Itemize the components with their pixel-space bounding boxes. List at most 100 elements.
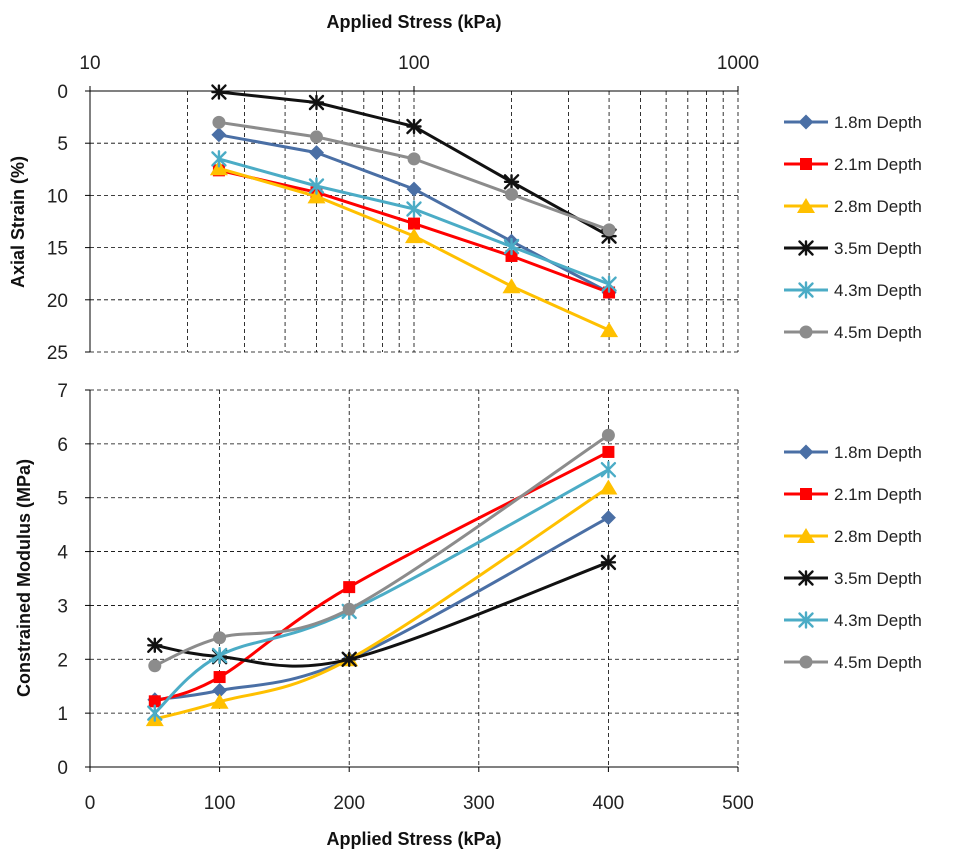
legend-swatch-marker	[797, 528, 815, 543]
chart-2-data-point	[211, 646, 228, 665]
chart-2-data-point	[147, 637, 163, 653]
chart-1-data-point	[406, 200, 422, 218]
chart-2-data-point	[602, 445, 615, 458]
chart-2-data-point	[210, 693, 229, 709]
chart-1-series-3	[209, 160, 619, 338]
legend-swatch-marker	[797, 198, 815, 213]
legend-label: 1.8m Depth	[834, 443, 922, 462]
legend-swatch-marker	[798, 570, 814, 586]
chart-1-data-point	[211, 150, 227, 168]
chart-2-data-point	[600, 461, 617, 479]
axial-strain-chart: 10 100 1000 0 5 10 15 20 25	[47, 53, 759, 364]
legend-swatch-marker	[798, 281, 814, 299]
legend-label: 2.8m Depth	[834, 527, 922, 546]
chart-1-data-point	[405, 228, 423, 244]
legend-label: 4.5m Depth	[834, 653, 922, 672]
chart-2-y-tick-label: 7	[57, 381, 68, 402]
chart-2-data-point	[213, 671, 226, 684]
chart-1-data-point	[212, 115, 226, 129]
legend-label: 3.5m Depth	[834, 239, 922, 258]
chart-1-y-tick-label: 15	[47, 239, 68, 260]
chart-1-data-point	[602, 223, 616, 237]
chart-2-data-point	[599, 479, 618, 495]
chart-1-data-point	[309, 130, 323, 144]
legend-swatch-marker	[799, 325, 813, 339]
chart-1-y-tick-label: 25	[47, 343, 68, 364]
chart-2-series-line	[154, 450, 610, 703]
chart-1-data-point	[308, 94, 325, 111]
chart-2-axes: 0 100 200 300 400 500 0 1 2 3 4 5 6 7	[57, 381, 753, 814]
top-x-axis-title: Applied Stress (kPa)	[326, 12, 501, 32]
legend-label: 1.8m Depth	[834, 113, 922, 132]
chart-2-y-tick-label: 3	[57, 596, 68, 617]
chart-2-data-point	[600, 554, 617, 571]
legend-1-item: 4.5m Depth	[784, 323, 922, 342]
chart-1-data-point	[503, 174, 520, 190]
chart-2-series-6	[148, 428, 615, 673]
chart-2-data-point	[341, 651, 357, 667]
chart-1-data-point	[503, 237, 520, 256]
legend-swatch-marker	[798, 611, 814, 629]
chart-2-y-tick-label: 1	[57, 704, 68, 725]
chart-1-series-6	[212, 115, 616, 237]
chart-2-series-line	[154, 433, 610, 668]
legend-2-item: 2.1m Depth	[784, 485, 922, 504]
legend-2-item: 4.3m Depth	[784, 611, 922, 630]
chart-2-data-point	[148, 659, 162, 673]
chart-1-data-point	[505, 187, 519, 201]
chart-1-data-point	[211, 127, 227, 143]
legend-label: 4.5m Depth	[834, 323, 922, 342]
chart-2-y-tick-label: 5	[57, 489, 68, 510]
legend-2-item: 1.8m Depth	[784, 443, 922, 462]
top-y-axis-title: Axial Strain (%)	[8, 156, 28, 288]
legend-label: 4.3m Depth	[834, 611, 922, 630]
chart-1-data-point	[308, 177, 325, 195]
chart-1-series-5	[211, 150, 617, 293]
chart-1-data-point	[601, 275, 617, 293]
legend-swatch-marker	[800, 488, 812, 500]
chart-1-data-point	[505, 249, 518, 262]
chart-1-data-point	[600, 322, 619, 338]
constrained-modulus-chart: 0 100 200 300 400 500 0 1 2 3 4 5 6 7	[57, 381, 753, 814]
chart-2-y-tick-label: 0	[57, 758, 68, 779]
chart-1-data-point	[211, 84, 227, 100]
chart-2-data-point	[342, 602, 356, 616]
constrained-modulus-legend: 1.8m Depth 2.1m Depth 2.8m Depth 3.5m Depth…	[784, 443, 922, 672]
chart-1-axes: 10 100 1000 0 5 10 15 20 25	[47, 53, 759, 364]
chart-2-y-tick-label: 6	[57, 435, 68, 456]
chart-2-data-point	[601, 428, 615, 442]
legend-1-item: 2.8m Depth	[784, 197, 922, 216]
legend-label: 2.8m Depth	[834, 197, 922, 216]
chart-1-data-point	[309, 145, 324, 161]
legend-1-item: 1.8m Depth	[784, 113, 922, 132]
chart-2-series-2	[148, 445, 615, 708]
axial-strain-legend: 1.8m Depth 2.1m Depth 2.8m Depth 3.5m Depth…	[784, 113, 922, 342]
chart-1-x-tick-label: 100	[398, 53, 430, 74]
chart-1-data-point	[408, 217, 420, 230]
legend-swatch-marker	[800, 158, 812, 170]
legend-swatch-marker	[798, 114, 814, 130]
chart-1-data-point	[407, 152, 421, 166]
chart-1-data-point	[209, 160, 228, 176]
chart-2-y-tick-label: 4	[57, 543, 68, 564]
bottom-y-axis-title: Constrained Modulus (MPa)	[14, 459, 34, 697]
chart-1-data-point	[406, 181, 422, 197]
chart-1-y-tick-label: 0	[57, 82, 68, 103]
chart-2-series-line	[154, 560, 609, 668]
legend-2-item: 4.5m Depth	[784, 653, 922, 672]
chart-1-x-tick-label: 10	[79, 53, 100, 74]
chart-2-series-line	[153, 468, 610, 715]
chart-2-data-point	[212, 683, 228, 698]
chart-1-x-tick-label: 1000	[717, 53, 759, 74]
chart-2-y-tick-label: 2	[57, 650, 68, 671]
chart-2-series-line	[154, 486, 610, 721]
legend-1-item: 4.3m Depth	[784, 281, 922, 300]
legend-label: 2.1m Depth	[834, 485, 922, 504]
legend-swatch-marker	[798, 444, 814, 460]
chart-2-data-point	[147, 704, 163, 722]
bottom-x-axis-title: Applied Stress (kPa)	[326, 829, 501, 849]
chart-2-data-point	[148, 695, 161, 708]
chart-2-data-point	[213, 631, 227, 645]
chart-1-y-tick-label: 10	[47, 186, 68, 207]
